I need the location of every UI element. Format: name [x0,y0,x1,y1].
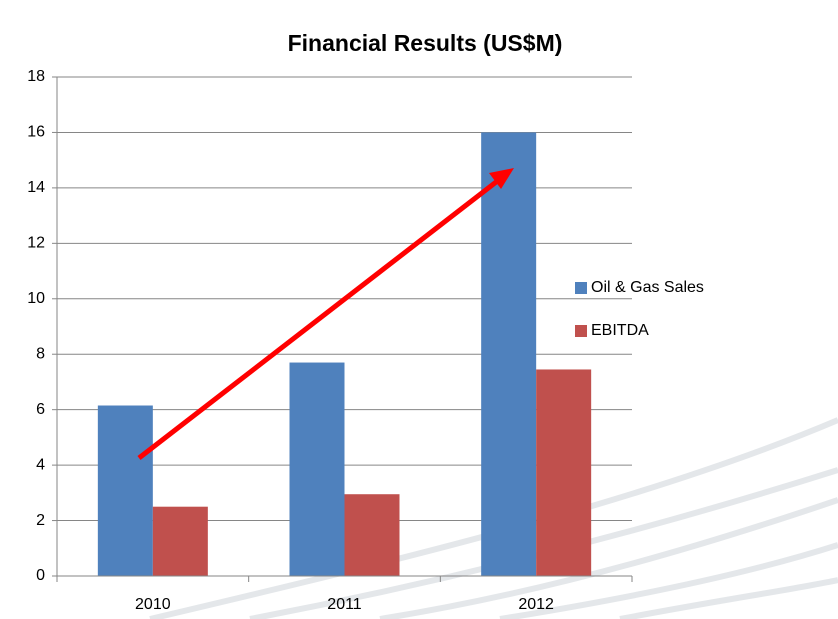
y-tick-label: 14 [27,179,45,196]
swoosh [619,577,838,619]
bar [289,362,345,576]
plot-area: 0 2 4 6 8 10 12 14 16 18 2010 2011 2012 Oil & Gas Sal… [27,68,704,613]
legend-label: EBITDA [591,322,649,339]
x-tick-label: 2010 [135,596,171,613]
legend-label: Oil & Gas Sales [591,279,704,296]
y-tick-label: 10 [27,290,45,307]
bar [536,369,592,576]
chart-title: Financial Results (US$M) [288,30,563,56]
y-tick-label: 0 [36,567,45,584]
y-tick-label: 12 [27,235,45,252]
x-tick-label: 2011 [327,596,362,613]
bar [481,132,537,576]
bar [152,506,208,576]
x-tick-label: 2012 [518,596,554,613]
swoosh [379,497,838,619]
bar [97,405,153,576]
trend-arrow-head [489,168,514,189]
swoosh [499,542,838,619]
legend-swatch [575,282,587,294]
y-tick-label: 18 [27,68,45,85]
y-tick-label: 6 [36,401,45,418]
y-tick-label: 4 [36,456,45,473]
legend-swatch [575,325,587,337]
y-tick-label: 16 [27,124,45,141]
y-tick-label: 8 [36,345,45,362]
trend-arrow [137,177,502,460]
y-tick-label: 2 [36,512,45,529]
bar [344,494,400,576]
